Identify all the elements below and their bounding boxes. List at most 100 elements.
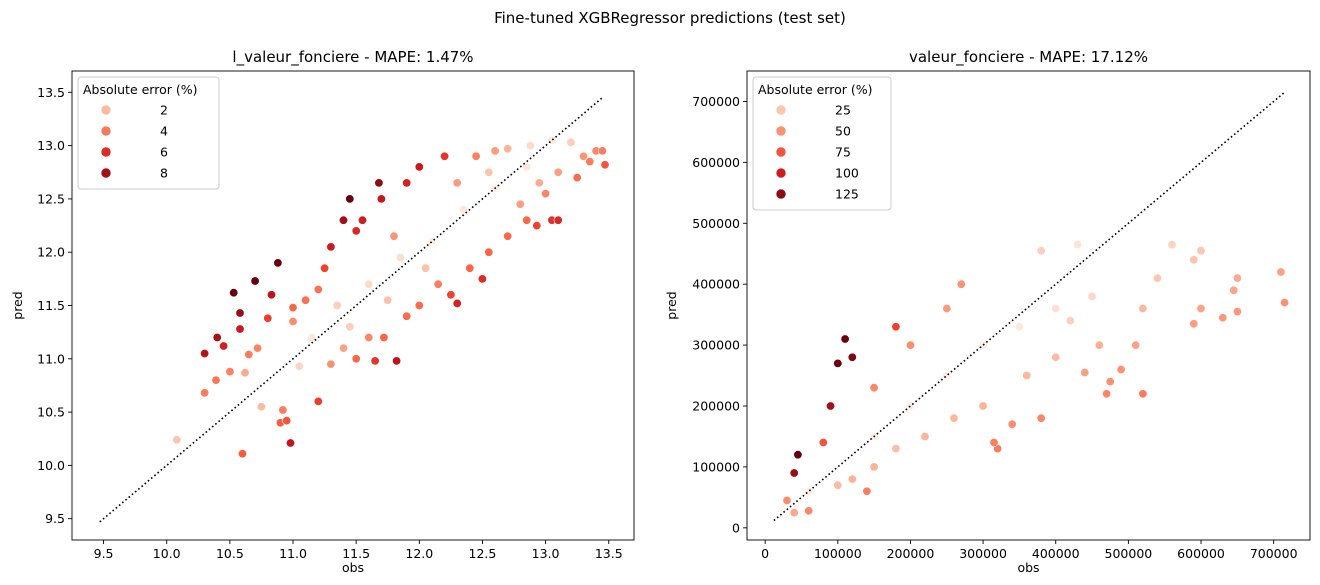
data-point bbox=[585, 157, 595, 167]
data-point bbox=[1036, 413, 1046, 423]
data-point bbox=[235, 324, 245, 334]
legend-marker bbox=[100, 104, 112, 116]
data-point bbox=[869, 462, 879, 472]
legend-title: Absolute error (%) bbox=[758, 82, 872, 97]
y-tick-label: 200000 bbox=[692, 399, 740, 414]
data-point bbox=[1229, 285, 1239, 295]
data-point bbox=[351, 226, 361, 236]
data-point bbox=[414, 300, 424, 310]
data-point bbox=[600, 160, 610, 170]
data-point bbox=[282, 416, 292, 426]
data-point bbox=[351, 354, 361, 364]
legend-marker bbox=[775, 104, 787, 116]
x-tick-label: 0 bbox=[761, 546, 769, 561]
legend-box bbox=[77, 76, 220, 190]
data-point bbox=[294, 361, 304, 371]
data-point bbox=[1014, 322, 1024, 332]
plot-title: valeur_fonciere - MAPE: 17.12% bbox=[909, 48, 1148, 67]
legend-label: 4 bbox=[160, 124, 168, 139]
data-point bbox=[389, 231, 399, 241]
data-point bbox=[840, 334, 850, 344]
data-point bbox=[825, 401, 835, 411]
x-axis-label: obs bbox=[1017, 560, 1039, 575]
y-tick-label: 9.5 bbox=[45, 511, 65, 526]
data-point bbox=[392, 356, 402, 366]
data-point bbox=[597, 146, 607, 156]
data-point bbox=[172, 435, 182, 445]
data-point bbox=[345, 322, 355, 332]
legend: Absolute error (%) 2 4 6 8 bbox=[77, 76, 220, 190]
data-point bbox=[452, 298, 462, 308]
data-point bbox=[490, 146, 500, 156]
data-point bbox=[402, 178, 412, 188]
data-point bbox=[313, 284, 323, 294]
data-point bbox=[240, 368, 250, 378]
y-tick-label: 0 bbox=[732, 520, 740, 535]
data-point bbox=[1196, 246, 1206, 256]
data-point bbox=[515, 199, 525, 209]
data-point bbox=[572, 173, 582, 183]
data-point bbox=[1065, 316, 1075, 326]
data-point bbox=[320, 263, 330, 273]
data-point bbox=[364, 332, 374, 342]
data-point bbox=[1232, 307, 1242, 317]
data-point bbox=[338, 343, 348, 353]
y-tick-label: 11.5 bbox=[37, 298, 65, 313]
data-point bbox=[402, 311, 412, 321]
data-point bbox=[869, 383, 879, 393]
x-tick-label: 400000 bbox=[1032, 546, 1080, 561]
data-point bbox=[326, 359, 336, 369]
right-scatter-plot: valeur_fonciere - MAPE: 17.12% 0 100000 200… bbox=[664, 48, 1311, 575]
x-tick-label: 700000 bbox=[1250, 546, 1298, 561]
data-point bbox=[553, 215, 563, 225]
data-point bbox=[376, 194, 386, 204]
data-point bbox=[1022, 370, 1032, 380]
data-point bbox=[253, 343, 263, 353]
data-point bbox=[1051, 303, 1061, 313]
data-point bbox=[891, 322, 901, 332]
data-point bbox=[465, 263, 475, 273]
y-tick-label: 10.0 bbox=[37, 458, 65, 473]
x-tick-label: 11.5 bbox=[342, 546, 370, 561]
legend-label: 6 bbox=[160, 145, 168, 160]
y-tick-label: 10.5 bbox=[37, 405, 65, 420]
data-point bbox=[541, 189, 551, 199]
data-point bbox=[1218, 313, 1228, 323]
data-point bbox=[804, 486, 814, 496]
identity-line bbox=[99, 95, 605, 523]
data-point bbox=[288, 316, 298, 326]
data-point bbox=[793, 450, 803, 460]
data-point bbox=[446, 290, 456, 300]
y-tick-label: 13.5 bbox=[37, 85, 65, 100]
data-point bbox=[332, 300, 342, 310]
x-tick-label: 10.5 bbox=[216, 546, 244, 561]
data-point bbox=[427, 237, 437, 247]
points-layer bbox=[99, 95, 610, 523]
x-axis-label: obs bbox=[342, 560, 364, 575]
data-point bbox=[578, 151, 588, 161]
data-point bbox=[534, 178, 544, 188]
data-point bbox=[532, 221, 542, 231]
data-point bbox=[818, 437, 828, 447]
data-point bbox=[862, 486, 872, 496]
legend-label: 75 bbox=[835, 145, 851, 160]
data-point bbox=[250, 276, 260, 286]
left-scatter-plot: l_valeur_fonciere - MAPE: 1.47% 9.5 10.0 10… bbox=[10, 48, 635, 575]
x-tick-label: 300000 bbox=[959, 546, 1007, 561]
y-tick-label: 12.5 bbox=[37, 191, 65, 206]
legend-marker bbox=[100, 125, 112, 137]
data-point bbox=[484, 167, 494, 177]
data-point bbox=[244, 349, 254, 359]
data-point bbox=[452, 178, 462, 188]
data-point bbox=[553, 167, 563, 177]
data-point bbox=[833, 480, 843, 490]
legend-marker bbox=[100, 167, 112, 179]
data-point bbox=[1138, 303, 1148, 313]
data-point bbox=[266, 290, 276, 300]
data-point bbox=[891, 444, 901, 454]
data-point bbox=[345, 194, 355, 204]
data-point bbox=[782, 495, 792, 505]
data-point bbox=[804, 506, 814, 516]
data-point bbox=[458, 205, 468, 215]
